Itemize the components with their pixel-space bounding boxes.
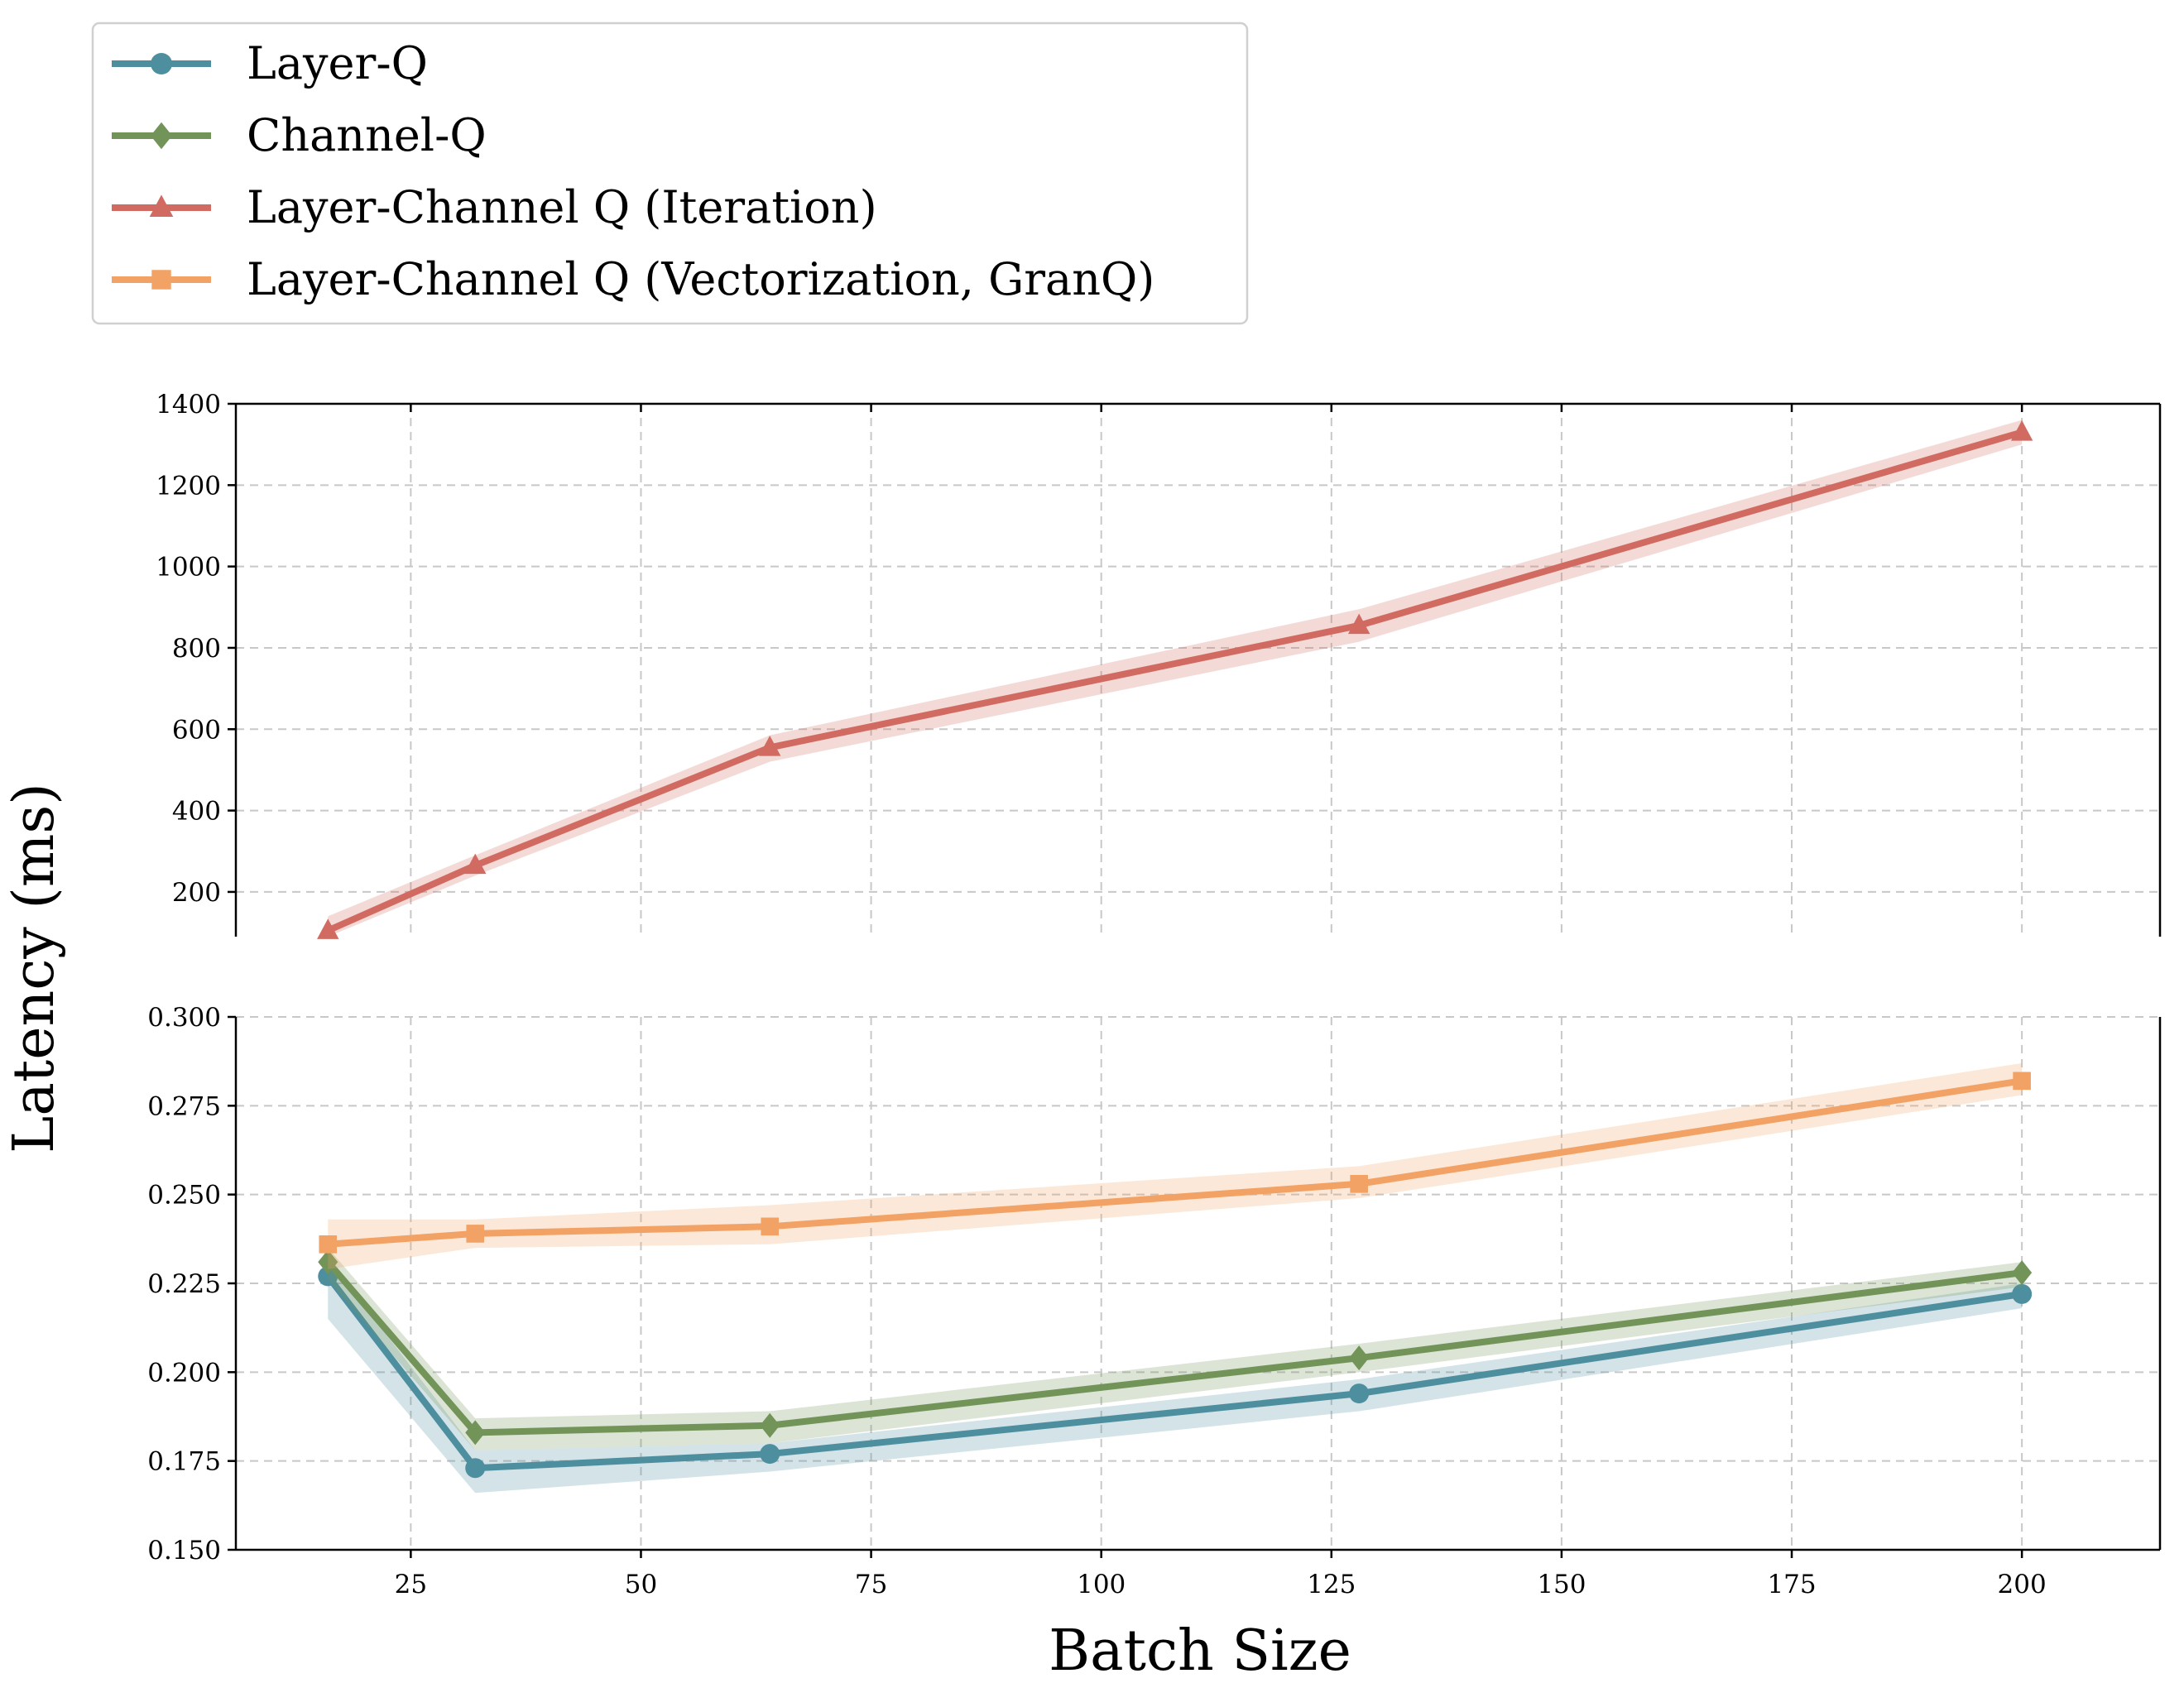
data-point	[1349, 1383, 1370, 1404]
data-point	[318, 1249, 338, 1275]
legend-item: Channel-Q	[112, 109, 487, 161]
y-tick-label: 0.200	[147, 1358, 221, 1388]
data-point	[1347, 613, 1370, 635]
series-line	[324, 429, 2026, 934]
legend-item: Layer-Q	[112, 37, 428, 89]
x-tick-label: 25	[395, 1570, 427, 1599]
data-point	[761, 1217, 780, 1236]
top-gridlines	[236, 403, 2160, 937]
data-point	[466, 1225, 485, 1243]
x-axis-label: Batch Size	[1049, 1618, 1351, 1684]
data-point	[2012, 1283, 2033, 1304]
x-tick-label: 75	[855, 1570, 887, 1599]
legend-label: Layer-Channel Q (Iteration)	[247, 181, 877, 233]
bottom-y-ticks: 0.150 0.175 0.200 0.225 0.250 0.275 0.300 25 50 7…	[147, 1003, 2046, 1599]
axis-titles: Batch Size Latency (ms)	[2, 783, 1351, 1684]
top-spines	[234, 402, 2162, 937]
bottom-panel: 0.150 0.175 0.200 0.225 0.250 0.275 0.300 25 50 7…	[147, 1003, 2162, 1599]
data-point	[317, 918, 339, 939]
x-tick-label: 100	[1077, 1570, 1126, 1599]
data-point	[2012, 1260, 2033, 1286]
legend-item: Layer-Channel Q (Vectorization, GranQ)	[112, 253, 1154, 305]
y-tick-label: 200	[172, 878, 221, 908]
bottom-spines	[234, 1017, 2162, 1551]
y-tick-label: 0.150	[147, 1536, 221, 1566]
series-channel-q	[318, 1248, 2033, 1450]
y-tick-label: 0.175	[147, 1447, 221, 1477]
x-tick-label: 200	[1998, 1570, 2047, 1599]
data-point	[465, 1420, 486, 1446]
x-tick-label: 150	[1537, 1570, 1586, 1599]
y-tick-label: 1400	[156, 390, 221, 420]
series-layer-q	[318, 1258, 2033, 1494]
legend-frame	[91, 22, 1249, 325]
legend-item: Layer-Channel Q (Iteration)	[112, 181, 877, 233]
y-tick-label: 600	[172, 715, 221, 745]
top-y-ticks: 200 400 600 800 1000 1200 1400	[156, 390, 2023, 908]
x-tick-label: 125	[1307, 1570, 1356, 1599]
y-tick-label: 800	[172, 634, 221, 664]
series-layer-channel-q-iteration-	[317, 420, 2033, 939]
data-point	[2010, 420, 2033, 441]
top-panel: 200 400 600 800 1000 1200 1400	[156, 390, 2162, 939]
y-tick-label: 0.275	[147, 1091, 221, 1121]
legend-label: Layer-Channel Q (Vectorization, GranQ)	[247, 253, 1154, 305]
y-tick-label: 1000	[156, 553, 221, 583]
y-tick-label: 1200	[156, 471, 221, 501]
x-tick-label: 50	[625, 1570, 657, 1599]
data-point	[1349, 1345, 1370, 1371]
y-tick-label: 0.250	[147, 1181, 221, 1211]
data-point	[2013, 1072, 2031, 1091]
confidence-band	[328, 420, 2023, 937]
legend-marker	[151, 53, 172, 74]
data-point	[464, 853, 487, 875]
legend-marker	[151, 270, 171, 290]
legend-marker	[149, 194, 174, 218]
legend-marker	[151, 122, 172, 150]
data-point	[759, 736, 781, 756]
confidence-band	[328, 1062, 2023, 1269]
y-tick-label: 400	[172, 797, 221, 827]
y-axis-label: Latency (ms)	[2, 783, 67, 1153]
data-point	[319, 1235, 338, 1254]
legend: Layer-Q Channel-Q Layer-Channel Q (Iterati…	[91, 22, 1249, 325]
series-layer-channel-q-vectorization-granq-	[319, 1062, 2031, 1269]
legend-label: Channel-Q	[247, 109, 487, 161]
data-point	[760, 1412, 780, 1438]
data-point	[1350, 1174, 1368, 1193]
data-point	[465, 1458, 486, 1479]
data-point	[760, 1444, 780, 1465]
y-tick-label: 0.225	[147, 1269, 221, 1299]
y-tick-label: 0.300	[147, 1003, 221, 1033]
legend-label: Layer-Q	[247, 37, 428, 89]
x-tick-label: 175	[1767, 1570, 1816, 1599]
